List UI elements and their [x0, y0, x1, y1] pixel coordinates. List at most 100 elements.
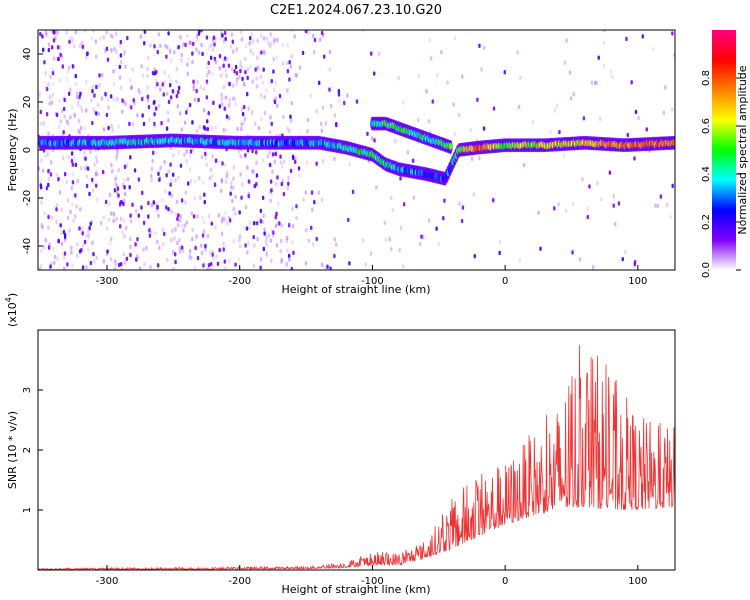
heatmap-cell	[140, 64, 143, 69]
heatmap-cell	[267, 41, 270, 46]
heatmap-cell	[179, 35, 182, 40]
heatmap-cell	[218, 104, 221, 109]
heatmap-cell	[612, 203, 615, 208]
heatmap-cell	[242, 81, 246, 87]
heatmap-cell	[247, 106, 250, 111]
heatmap-cell	[222, 247, 225, 252]
heatmap-cell	[310, 225, 313, 231]
heatmap-cell	[571, 201, 575, 207]
heatmap-cell	[239, 172, 242, 177]
heatmap-cell	[120, 60, 123, 65]
heatmap-cell	[259, 219, 263, 224]
heatmap-cell	[62, 106, 66, 112]
heatmap-cell	[178, 218, 181, 223]
heatmap-cell	[92, 30, 95, 33]
heatmap-cell	[200, 154, 204, 160]
heatmap-cell	[201, 51, 204, 57]
heatmap-cell	[109, 33, 112, 38]
heatmap-cell	[141, 96, 144, 102]
heatmap-cell	[153, 121, 156, 127]
heatmap-cell	[136, 237, 139, 242]
heatmap-cell	[67, 155, 70, 160]
heatmap-cell	[98, 73, 101, 78]
heatmap-cell	[275, 150, 278, 156]
heatmap-y-axis-label: Frequency (Hz)	[6, 109, 19, 192]
heatmap-cell	[109, 94, 113, 99]
heatmap-cell	[292, 250, 295, 256]
heatmap-cell	[137, 177, 141, 182]
heatmap-cell	[210, 173, 214, 179]
heatmap-cell	[157, 103, 161, 109]
heatmap-cell	[301, 50, 305, 56]
heatmap-cell	[130, 105, 133, 110]
heatmap-cell	[176, 240, 179, 246]
heatmap-cell	[480, 67, 483, 72]
heatmap-cell	[42, 121, 45, 126]
heatmap-cell	[118, 224, 122, 229]
heatmap-cell	[665, 202, 669, 208]
heatmap-cell	[168, 47, 172, 53]
heatmap-cell	[112, 97, 115, 102]
heatmap-cell	[158, 245, 161, 250]
heatmap-cell	[168, 49, 172, 54]
heatmap-cell	[273, 87, 276, 93]
heatmap-cell	[228, 258, 231, 264]
heatmap-cell	[291, 240, 294, 245]
heatmap-cell	[220, 101, 224, 107]
heatmap-cell	[369, 251, 373, 256]
heatmap-cell	[161, 82, 164, 87]
heatmap-cell	[123, 100, 126, 105]
heatmap-cell	[134, 242, 137, 247]
heatmap-cell	[247, 191, 251, 196]
heatmap-cell	[168, 169, 171, 174]
heatmap-cell	[180, 223, 183, 228]
heatmap-cell	[399, 225, 403, 231]
heatmap-cell	[654, 203, 657, 208]
heatmap-cell	[108, 192, 112, 198]
heatmap-cell	[177, 44, 180, 50]
heatmap-cell	[220, 219, 224, 224]
heatmap-cell	[384, 237, 388, 242]
heatmap-cell	[172, 249, 175, 255]
heatmap-cell	[588, 184, 591, 189]
heatmap-cell	[63, 114, 67, 119]
heatmap-cell	[153, 44, 156, 49]
heatmap-cell	[102, 35, 105, 40]
heatmap-cell	[122, 198, 126, 203]
heatmap-cell	[154, 231, 157, 236]
heatmap-cell	[47, 214, 50, 220]
heatmap-cell	[279, 248, 282, 254]
heatmap-cell	[323, 54, 326, 59]
heatmap-cell	[185, 110, 188, 115]
heatmap-cell	[97, 111, 101, 117]
heatmap-cell	[234, 64, 238, 70]
heatmap-cell	[212, 100, 215, 106]
heatmap-cell	[218, 247, 221, 253]
heatmap-cell	[249, 35, 252, 41]
heatmap-cell	[59, 52, 62, 58]
heatmap-cell	[68, 39, 71, 44]
heatmap-cell	[253, 243, 256, 248]
heatmap-cell	[276, 175, 279, 180]
heatmap-cell	[274, 215, 277, 220]
heatmap-cell	[230, 32, 234, 37]
heatmap-cell	[597, 55, 600, 60]
heatmap-cell	[317, 80, 321, 86]
heatmap-cell	[253, 220, 256, 226]
heatmap-cell	[240, 122, 243, 127]
heatmap-cell	[290, 54, 293, 59]
heatmap-cell	[109, 211, 113, 216]
heatmap-cell	[602, 40, 606, 45]
heatmap-cell	[355, 99, 359, 104]
heatmap-cell	[224, 68, 227, 74]
heatmap-cell	[671, 31, 674, 36]
heatmap-cell	[56, 45, 60, 50]
heatmap-cell	[230, 66, 234, 72]
heatmap-cell	[115, 217, 118, 222]
heatmap-cell	[61, 64, 64, 69]
heatmap-cell	[278, 93, 282, 99]
heatmap-cell	[171, 172, 175, 177]
heatmap-cell	[200, 250, 204, 256]
heatmap-cell	[188, 40, 191, 45]
